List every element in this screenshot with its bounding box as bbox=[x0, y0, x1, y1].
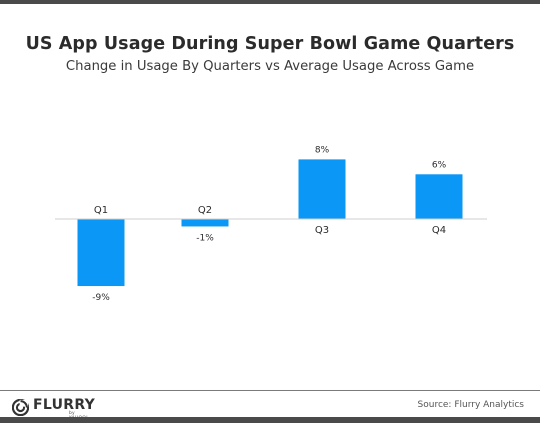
chart-subtitle: Change in Usage By Quarters vs Average U… bbox=[65, 59, 475, 74]
bar-q2 bbox=[181, 219, 229, 227]
source-credit: Source: Flurry Analytics bbox=[417, 400, 524, 410]
value-label-q1: -9% bbox=[92, 293, 110, 303]
brand-name: FLURRY bbox=[33, 397, 96, 413]
category-label-q1: Q1 bbox=[94, 205, 108, 216]
category-label-q3: Q3 bbox=[315, 225, 329, 236]
value-label-q4: 6% bbox=[432, 160, 447, 170]
flurry-swirl-icon bbox=[12, 398, 29, 416]
value-label-q3: 8% bbox=[315, 145, 330, 155]
bar-q4 bbox=[415, 174, 463, 219]
bar-chart: Q1 -9% Q2 -1% Q3 8% Q4 6% bbox=[55, 145, 487, 303]
footer-divider bbox=[0, 390, 540, 391]
bar-q1 bbox=[77, 219, 125, 287]
flurry-logo: FLURRY by YAHOO! bbox=[12, 397, 96, 421]
category-label-q4: Q4 bbox=[432, 225, 446, 236]
bar-q3 bbox=[298, 159, 346, 219]
value-label-q2: -1% bbox=[196, 233, 214, 243]
top-border bbox=[0, 0, 540, 4]
bottom-border bbox=[0, 417, 540, 423]
category-label-q2: Q2 bbox=[198, 205, 212, 216]
chart-title: US App Usage During Super Bowl Game Quar… bbox=[25, 34, 515, 54]
